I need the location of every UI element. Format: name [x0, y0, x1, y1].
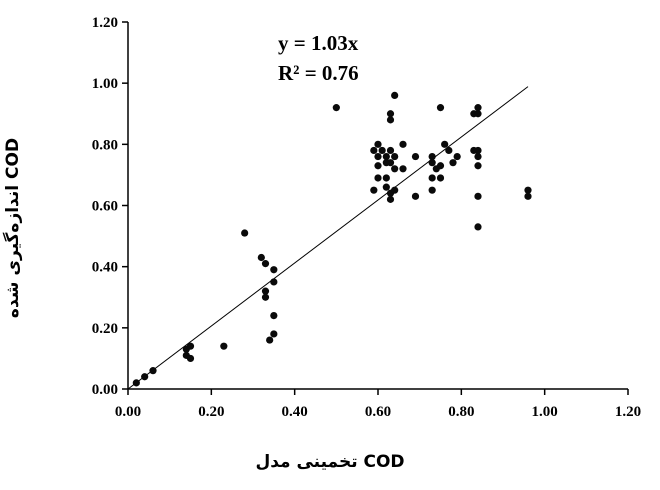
x-axis-ticks: 0.00 0.20 0.40 0.60 0.80 1.00 1.20 — [115, 389, 641, 420]
data-point — [382, 174, 390, 182]
y-tick-label: 0.00 — [92, 382, 118, 398]
data-point — [270, 312, 278, 320]
trendline-equation: y = 1.03x — [278, 31, 359, 55]
data-point — [386, 159, 395, 167]
y-axis-ticks: 0.00 0.20 0.40 0.60 0.80 1.00 1.20 — [92, 15, 128, 398]
data-point — [386, 146, 395, 155]
x-axis-label: COD تخمینی مدل — [255, 452, 405, 472]
data-point — [436, 162, 445, 170]
data-points — [132, 91, 532, 387]
data-point — [266, 336, 274, 344]
data-point — [411, 192, 420, 200]
data-point — [399, 165, 407, 173]
x-tick-label: 0.40 — [282, 404, 308, 420]
data-point — [441, 140, 449, 148]
data-point — [474, 104, 482, 112]
data-point — [391, 91, 399, 99]
x-tick-label: 0.60 — [365, 404, 391, 420]
x-tick-label: 0.80 — [448, 404, 474, 420]
data-point — [261, 293, 270, 301]
data-point — [270, 278, 278, 286]
data-point — [474, 110, 482, 118]
data-point — [386, 195, 395, 203]
data-point — [474, 192, 482, 200]
y-axis-label: COD اندازه‌گیری شده — [3, 137, 23, 319]
data-point — [449, 159, 457, 167]
data-point — [374, 140, 382, 148]
data-point — [474, 152, 482, 161]
data-point — [391, 186, 399, 194]
data-point — [186, 342, 195, 350]
data-point — [261, 287, 270, 295]
data-point — [524, 186, 532, 194]
data-point — [261, 260, 270, 268]
data-point — [186, 354, 195, 363]
data-point — [132, 379, 140, 387]
data-point — [370, 146, 378, 155]
data-point — [411, 152, 420, 161]
y-tick-label: 0.80 — [92, 137, 118, 153]
data-point — [374, 174, 382, 182]
y-tick-label: 0.20 — [92, 321, 118, 337]
trendline — [127, 86, 529, 390]
data-point — [386, 116, 395, 124]
data-point — [332, 104, 340, 112]
y-tick-label: 0.40 — [92, 260, 118, 276]
data-point — [241, 229, 249, 237]
data-point — [524, 192, 532, 200]
data-point — [220, 342, 228, 350]
data-point — [474, 162, 482, 170]
trendline-r2: R² = 0.76 — [278, 61, 359, 85]
data-point — [374, 152, 382, 161]
data-point — [428, 159, 436, 167]
x-tick-label: 0.20 — [198, 404, 224, 420]
data-point — [141, 373, 149, 381]
x-tick-label: 0.00 — [115, 404, 141, 420]
x-tick-label: 1.00 — [532, 404, 558, 420]
data-point — [386, 110, 395, 118]
data-point — [474, 146, 482, 155]
data-point — [436, 174, 445, 182]
data-point — [474, 223, 482, 231]
data-point — [428, 186, 436, 194]
data-point — [374, 162, 382, 170]
data-point — [453, 152, 461, 161]
data-point — [257, 253, 265, 262]
data-point — [378, 146, 386, 155]
data-point — [428, 152, 436, 161]
y-tick-label: 1.00 — [92, 76, 118, 92]
x-tick-label: 1.20 — [615, 404, 641, 420]
data-point — [391, 165, 399, 173]
y-tick-label: 0.60 — [92, 199, 118, 215]
data-point — [370, 186, 378, 194]
data-point — [391, 152, 399, 161]
data-point — [436, 104, 445, 112]
data-point — [382, 152, 390, 161]
axes — [127, 22, 628, 390]
data-point — [399, 140, 407, 148]
data-point — [270, 330, 278, 338]
y-tick-label: 1.20 — [92, 15, 118, 31]
data-point — [428, 174, 436, 182]
data-point — [149, 367, 157, 375]
data-point — [270, 266, 278, 274]
data-point — [382, 183, 390, 191]
data-point — [445, 146, 453, 155]
